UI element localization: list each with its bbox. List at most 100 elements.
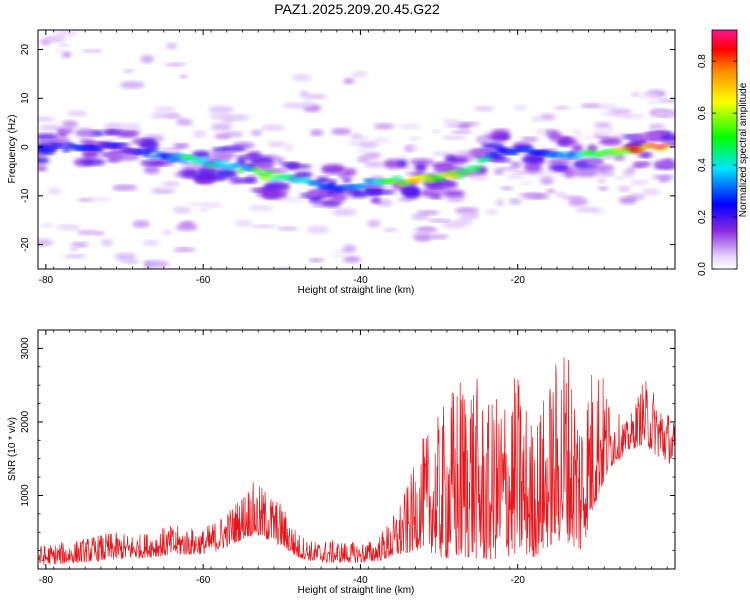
heatmap-cell-core xyxy=(61,147,72,153)
heatmap-cell-faint xyxy=(263,127,281,132)
heatmap-cell-faint xyxy=(432,151,454,156)
colorbar: 0.0 0.2 0.4 0.6 0.8 Normalized spectral ampl… xyxy=(697,29,749,276)
heatmap-hotspot xyxy=(653,145,666,150)
heatmap-cell-halo xyxy=(590,164,615,172)
heatmap-cell-faint xyxy=(276,226,299,231)
heatmap-cell-faint xyxy=(516,193,537,197)
heatmap-cell-faint xyxy=(410,214,431,220)
heatmap-cell-faint xyxy=(519,181,531,186)
heatmap-cell-faint xyxy=(442,119,462,125)
heatmap-cell-faint xyxy=(539,172,556,178)
heatmap-cell-faint xyxy=(495,199,504,207)
x-tick-label: -40 xyxy=(353,575,368,586)
heatmap-cell-halo xyxy=(307,190,319,197)
heatmap-cell-halo xyxy=(520,136,539,142)
heatmap-cell-halo xyxy=(444,155,458,164)
snr-y-axis: 1000 2000 3000 xyxy=(20,337,675,552)
heatmap-cell-faint xyxy=(638,92,660,99)
heatmap-cell-halo xyxy=(640,152,651,158)
heatmap-cell-halo xyxy=(633,163,646,169)
heatmap-cell-faint xyxy=(364,161,385,168)
heatmap-cell-faint xyxy=(474,106,494,112)
heatmap-cell-faint xyxy=(179,74,188,79)
heatmap-cell-faint xyxy=(175,118,192,126)
heatmap-cell-faint xyxy=(612,114,632,118)
heatmap-cell-halo xyxy=(330,192,347,203)
colorbar-tick-label: 0.6 xyxy=(697,106,708,120)
heatmap-cell-halo xyxy=(172,143,190,149)
heatmap-cell-faint xyxy=(173,247,196,252)
heatmap-cell-faint xyxy=(209,113,233,120)
heatmap-cell-faint xyxy=(597,178,607,184)
heatmap-cell-halo xyxy=(599,137,622,146)
heatmap-cell-faint xyxy=(580,135,594,140)
colorbar-tick-label: 0.4 xyxy=(697,158,708,172)
heatmap-cell-faint xyxy=(192,130,207,138)
heatmap-cell-halo xyxy=(250,187,268,193)
colorbar-tick-label: 0.0 xyxy=(697,262,708,276)
heatmap-cell-core xyxy=(417,174,433,180)
heatmap-cell-core xyxy=(611,151,626,157)
y-tick-label: 2000 xyxy=(20,410,31,433)
heatmap-cell-core xyxy=(462,169,472,174)
heatmap-cell-halo xyxy=(38,133,60,141)
heatmap-cell-faint xyxy=(87,197,114,202)
heatmap-cell-faint xyxy=(304,94,328,99)
heatmap-cell-faint xyxy=(121,260,141,264)
heatmap-cell-faint xyxy=(357,155,371,163)
heatmap-cell-faint xyxy=(355,149,371,154)
heatmap-cell-faint xyxy=(580,103,601,108)
heatmap-hotspot xyxy=(629,147,642,152)
x-tick-label: -60 xyxy=(196,275,211,286)
heatmap-cell-faint xyxy=(324,271,347,275)
heatmap-cell-faint xyxy=(667,114,675,119)
spectrogram-panel: -80 -60 -40 -20 -20 -10 0 10 20 Height of strai… xyxy=(7,29,676,296)
heatmap-hotspot xyxy=(260,176,273,181)
heatmap-cell-faint xyxy=(39,124,62,131)
spectrogram-y-axis-label: Frequency (Hz) xyxy=(7,115,18,184)
heatmap-cell-faint xyxy=(598,186,609,191)
heatmap-cell-faint xyxy=(299,90,310,98)
colorbar-tick-label: 0.8 xyxy=(697,54,708,68)
heatmap-cell-core xyxy=(214,160,230,166)
heatmap-cell-halo xyxy=(397,160,408,168)
heatmap-cell-halo xyxy=(318,189,330,199)
heatmap-cell-faint xyxy=(123,69,135,73)
heatmap-cell-faint xyxy=(38,153,48,158)
heatmap-cell-faint xyxy=(629,179,650,186)
heatmap-cell-core xyxy=(143,148,159,153)
heatmap-cell-faint xyxy=(205,202,221,208)
heatmap-cell-halo xyxy=(255,161,275,170)
heatmap-cell-faint xyxy=(618,196,637,205)
heatmap-cell-halo xyxy=(523,162,543,173)
y-tick-label: 20 xyxy=(20,44,31,56)
heatmap-cell-halo xyxy=(499,134,511,140)
heatmap-cell-halo xyxy=(352,190,369,198)
heatmap-cell-faint xyxy=(508,198,522,205)
heatmap-cell-halo xyxy=(293,171,313,179)
heatmap-cell-faint xyxy=(39,222,56,228)
heatmap-cell-faint xyxy=(234,220,253,227)
heatmap-cell-faint xyxy=(593,128,616,136)
heatmap-cell-faint xyxy=(58,43,70,47)
heatmap-cell-core xyxy=(431,176,447,182)
spectrogram-x-axis-label: Height of straight line (km) xyxy=(298,285,415,296)
heatmap-cell-halo xyxy=(75,128,95,138)
heatmap-cell-faint xyxy=(651,174,675,179)
heatmap-cell-faint xyxy=(430,129,442,134)
heatmap-cell-halo xyxy=(138,140,160,150)
heatmap-cell-faint xyxy=(251,224,277,228)
colorbar-ticks: 0.0 0.2 0.4 0.6 0.8 xyxy=(697,54,737,276)
heatmap-cell-halo xyxy=(509,162,522,168)
heatmap-cell-faint xyxy=(172,207,192,214)
heatmap-cell-faint xyxy=(132,220,151,228)
heatmap-cell-faint xyxy=(539,113,556,121)
heatmap-cell-faint xyxy=(398,124,422,130)
heatmap-cell-halo xyxy=(409,158,435,166)
heatmap-cell-faint xyxy=(114,253,137,261)
heatmap-cell-faint xyxy=(328,253,350,257)
snr-x-axis: -80 -60 -40 -20 xyxy=(37,330,668,586)
heatmap-cell-halo xyxy=(38,165,48,172)
heatmap-cell-faint xyxy=(497,167,521,172)
